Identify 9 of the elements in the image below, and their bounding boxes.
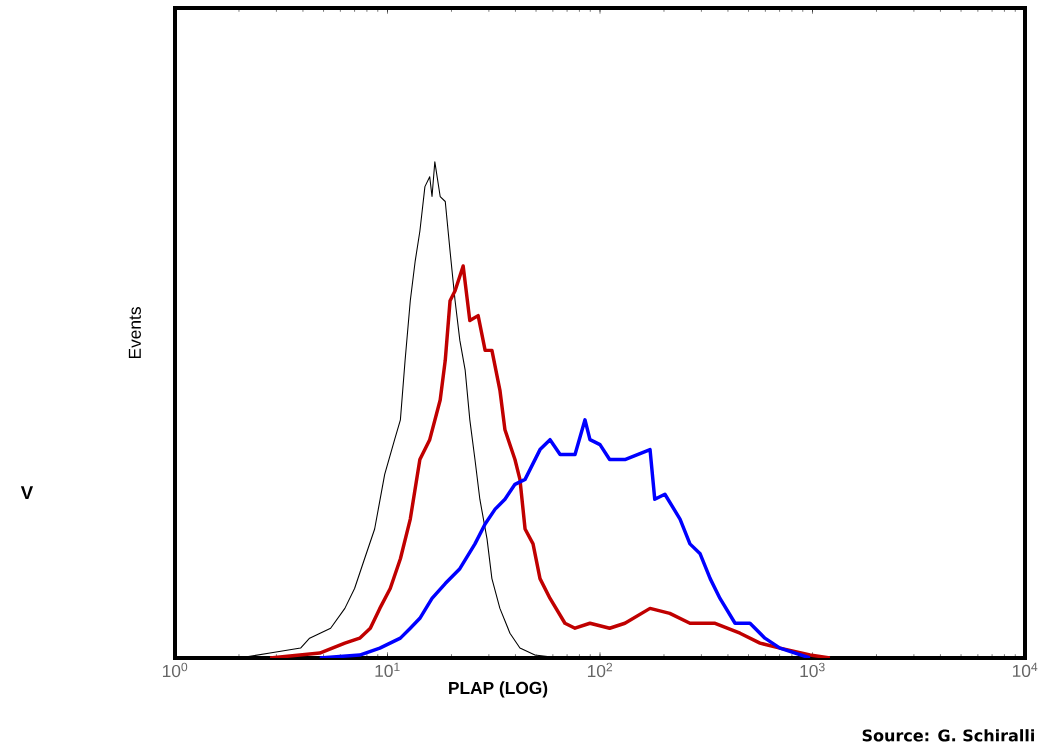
x-tick-label: 10$^{0}$: [162, 662, 188, 678]
x-axis-title: PLAP (LOG): [449, 681, 548, 698]
source-note: Source: G. Schiralli: [862, 729, 1034, 742]
y-axis-title: Events: [128, 307, 141, 359]
x-tick-label: 10$^{2}$: [587, 662, 613, 678]
x-tick-label: 10$^{3}$: [800, 662, 825, 678]
text: V: [20, 486, 34, 500]
x-tick-label: 10$^{1}$: [375, 662, 400, 678]
x-tick-label: 10$^{4}$: [1012, 662, 1038, 678]
